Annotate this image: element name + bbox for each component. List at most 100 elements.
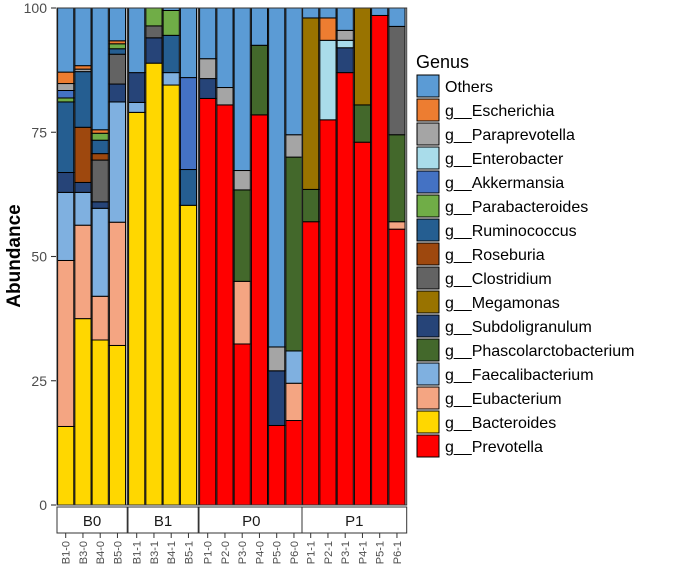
y-tick-label: 50 xyxy=(31,249,47,265)
bar-segment-p3-0-g-phascolarctobacterium xyxy=(233,189,251,282)
legend-swatch xyxy=(416,146,440,170)
facet-strip-label: P1 xyxy=(345,513,363,530)
bar-segment-b1-0-g-subdoligranulum xyxy=(57,172,75,193)
bar-p6-0 xyxy=(285,7,303,506)
bar-segment-p4-0-g-prevotella xyxy=(250,114,269,506)
legend-label: Others xyxy=(445,79,493,96)
panel-border xyxy=(56,7,128,506)
bar-segment-b1-1-g-faecalibacterium xyxy=(128,101,146,113)
bar-segment-p6-0-g-paraprevotella xyxy=(285,134,303,158)
x-tick-label-b1-1: B1-1 xyxy=(132,541,144,564)
bar-segment-p3-1-g-subdoligranulum xyxy=(336,47,354,74)
bar-segment-b5-0-others xyxy=(108,7,127,42)
legend-item-g-faecalibacterium: g__Faecalibacterium xyxy=(416,362,594,386)
legend-item-g-prevotella: g__Prevotella xyxy=(416,434,543,458)
bar-segment-p1-1-g-prevotella xyxy=(302,221,320,506)
legend-item-g-subdoligranulum: g__Subdoligranulum xyxy=(416,314,592,338)
bar-segment-p5-0-g-paraprevotella xyxy=(268,346,286,372)
bar-segment-b3-1-g-parabacteroides xyxy=(145,7,163,27)
bar-segment-p6-0-g-phascolarctobacterium xyxy=(285,156,303,352)
bar-segment-p3-1-g-prevotella xyxy=(336,72,354,506)
legend-label: g__Phascolarctobacterium xyxy=(445,343,634,360)
legend-swatch xyxy=(416,338,440,362)
bar-segment-p3-1-g-enterobacter xyxy=(336,39,354,49)
bar-segment-b5-1-others xyxy=(179,7,198,79)
legend-label: g__Paraprevotella xyxy=(445,127,575,144)
x-tick-label-p5-0: P5-0 xyxy=(272,541,284,564)
bar-segment-b1-0-g-escherichia xyxy=(57,71,75,85)
bar-segment-b5-0-g-ruminococcus xyxy=(108,48,127,55)
x-tick-label-b4-0: B4-0 xyxy=(95,541,107,564)
y-tick-label: 25 xyxy=(31,373,47,389)
bar-b3-1 xyxy=(145,7,163,506)
legend-label: g__Eubacterium xyxy=(445,391,562,408)
bar-p3-1 xyxy=(336,7,354,506)
bar-segment-p2-1-g-enterobacter xyxy=(319,39,337,121)
bar-segment-p2-0-others xyxy=(216,7,234,89)
legend-label: g__Bacteroides xyxy=(445,415,556,432)
bar-segment-b3-0-others xyxy=(74,7,92,67)
bar-segment-p5-0-g-subdoligranulum xyxy=(268,370,286,426)
bar-segment-b3-0-g-faecalibacterium xyxy=(74,191,92,226)
bar-p4-1 xyxy=(353,7,372,506)
bar-segment-p3-1-others xyxy=(336,7,354,31)
bar-segment-b5-0-g-subdoligranulum xyxy=(108,83,127,103)
legend-label: g__Akkermansia xyxy=(445,175,564,192)
legend-item-g-escherichia: g__Escherichia xyxy=(416,98,555,122)
facet-panel-b1: B1-1 B3-1 B4-1 B5-1 B1 xyxy=(127,7,199,564)
x-tick-label-b5-0: B5-0 xyxy=(112,541,124,564)
bar-segment-b5-1-g-bacteroides xyxy=(179,204,198,506)
bar-segment-p1-0-g-prevotella xyxy=(199,97,217,506)
facet-panel-p1: P1-1 P2-1 P3-1 P4-1 P5-1 P6-1 P1 xyxy=(301,7,408,564)
bar-segment-b4-0-g-subdoligranulum xyxy=(91,201,109,209)
x-tick-label-p5-1: P5-1 xyxy=(375,541,387,564)
legend-swatch xyxy=(416,362,440,386)
legend-swatch xyxy=(416,170,440,194)
bar-segment-b5-0-g-bacteroides xyxy=(108,344,127,506)
bar-segment-p3-0-others xyxy=(233,7,251,172)
facet-strip xyxy=(301,506,408,534)
x-tick-label-b3-1: B3-1 xyxy=(149,541,161,564)
legend-swatch xyxy=(416,314,440,338)
bar-segment-p2-1-g-escherichia xyxy=(319,17,337,41)
legend-item-g-ruminococcus: g__Ruminococcus xyxy=(416,218,577,242)
x-tick-label-p6-1: P6-1 xyxy=(392,541,404,564)
x-tick-label-p1-0: P1-0 xyxy=(203,541,215,564)
bar-segment-p6-1-g-clostridium xyxy=(388,25,406,136)
bar-segment-p5-0-others xyxy=(268,7,286,348)
x-tick-label-p3-0: P3-0 xyxy=(237,541,249,564)
x-tick-label-p4-0: P4-0 xyxy=(254,541,266,564)
bar-segment-b3-1-g-bacteroides xyxy=(145,62,163,506)
legend-label: g__Roseburia xyxy=(445,247,545,264)
facet-strip-label: B0 xyxy=(83,513,101,530)
bar-p2-1 xyxy=(319,7,337,506)
x-tick-label-p2-0: P2-0 xyxy=(220,541,232,564)
x-tick-label-p2-1: P2-1 xyxy=(323,541,335,564)
legend-item-g-eubacterium: g__Eubacterium xyxy=(416,386,562,410)
panel-border xyxy=(301,7,408,506)
bar-p5-0 xyxy=(268,7,286,506)
facet-strip xyxy=(198,506,305,534)
bar-b1-1 xyxy=(128,7,146,506)
legend-label: g__Ruminococcus xyxy=(445,223,577,240)
bar-p6-1 xyxy=(388,7,406,506)
bar-segment-p1-1-others xyxy=(302,7,320,19)
bar-segment-b4-1-g-faecalibacterium xyxy=(162,72,180,86)
bar-segment-b4-0-g-ruminococcus xyxy=(91,139,109,155)
bar-segment-b3-1-g-subdoligranulum xyxy=(145,37,163,64)
bar-segment-b4-0-g-roseburia xyxy=(91,153,109,161)
bar-segment-b1-0-others xyxy=(57,7,75,73)
bar-segment-p3-0-g-prevotella xyxy=(233,343,251,506)
legend-swatch xyxy=(416,266,440,290)
bar-segment-p6-1-g-eubacterium xyxy=(388,221,406,230)
bar-b5-1 xyxy=(179,7,198,506)
bar-segment-b1-1-g-subdoligranulum xyxy=(128,72,146,103)
bar-segment-b4-0-g-bacteroides xyxy=(91,339,109,506)
bar-segment-p1-0-others xyxy=(199,7,217,60)
x-tick-label-b4-1: B4-1 xyxy=(166,541,178,564)
bar-segment-p6-1-g-prevotella xyxy=(388,228,406,506)
bar-b4-1 xyxy=(162,7,180,506)
legend-label: g__Clostridium xyxy=(445,271,552,288)
bar-segment-b3-0-g-bacteroides xyxy=(74,318,92,506)
